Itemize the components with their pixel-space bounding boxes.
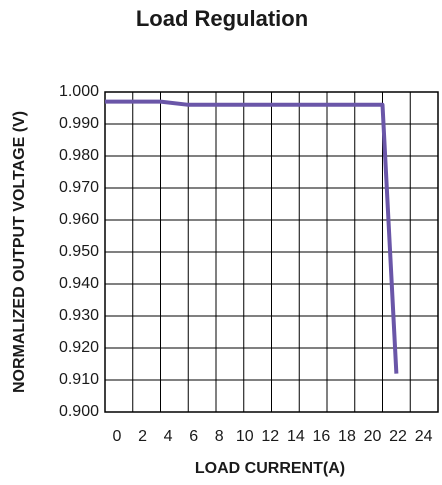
y-tick-label: 0.910 [59,371,99,388]
y-tick-label: 0.960 [59,211,99,228]
y-tick-label: 0.920 [59,339,99,356]
y-tick-label: 0.950 [59,243,99,260]
x-tick-label: 16 [313,428,331,445]
x-tick-label: 4 [164,428,173,445]
line [105,99,399,374]
x-tick-label: 8 [215,428,224,445]
y-tick-label: 0.970 [59,179,99,196]
y-tick-label: 0.940 [59,275,99,292]
x-tick-label: 2 [138,428,147,445]
x-tick-label: 14 [287,428,305,445]
x-tick-label: 20 [364,428,382,445]
y-tick-label: 0.930 [59,307,99,324]
x-tick-label: 18 [338,428,356,445]
x-tick-label: 12 [261,428,279,445]
y-tick-label: 0.900 [59,403,99,420]
x-axis-label: LOAD CURRENT(A) [195,460,345,477]
x-tick-label: 6 [189,428,198,445]
plot-border [104,91,439,413]
y-axis-label: NORMALIZED OUTPUT VOLTAGE (V) [11,111,28,393]
x-tick-label: 10 [236,428,254,445]
x-tick-label: 24 [415,428,433,445]
y-tick-label: 0.980 [59,147,99,164]
y-tick-label: 1.000 [59,83,99,100]
x-tick-label: 22 [389,428,407,445]
y-tick-label: 0.990 [59,115,99,132]
x-tick-label: 0 [113,428,122,445]
chart-title: Load Regulation [136,6,308,31]
